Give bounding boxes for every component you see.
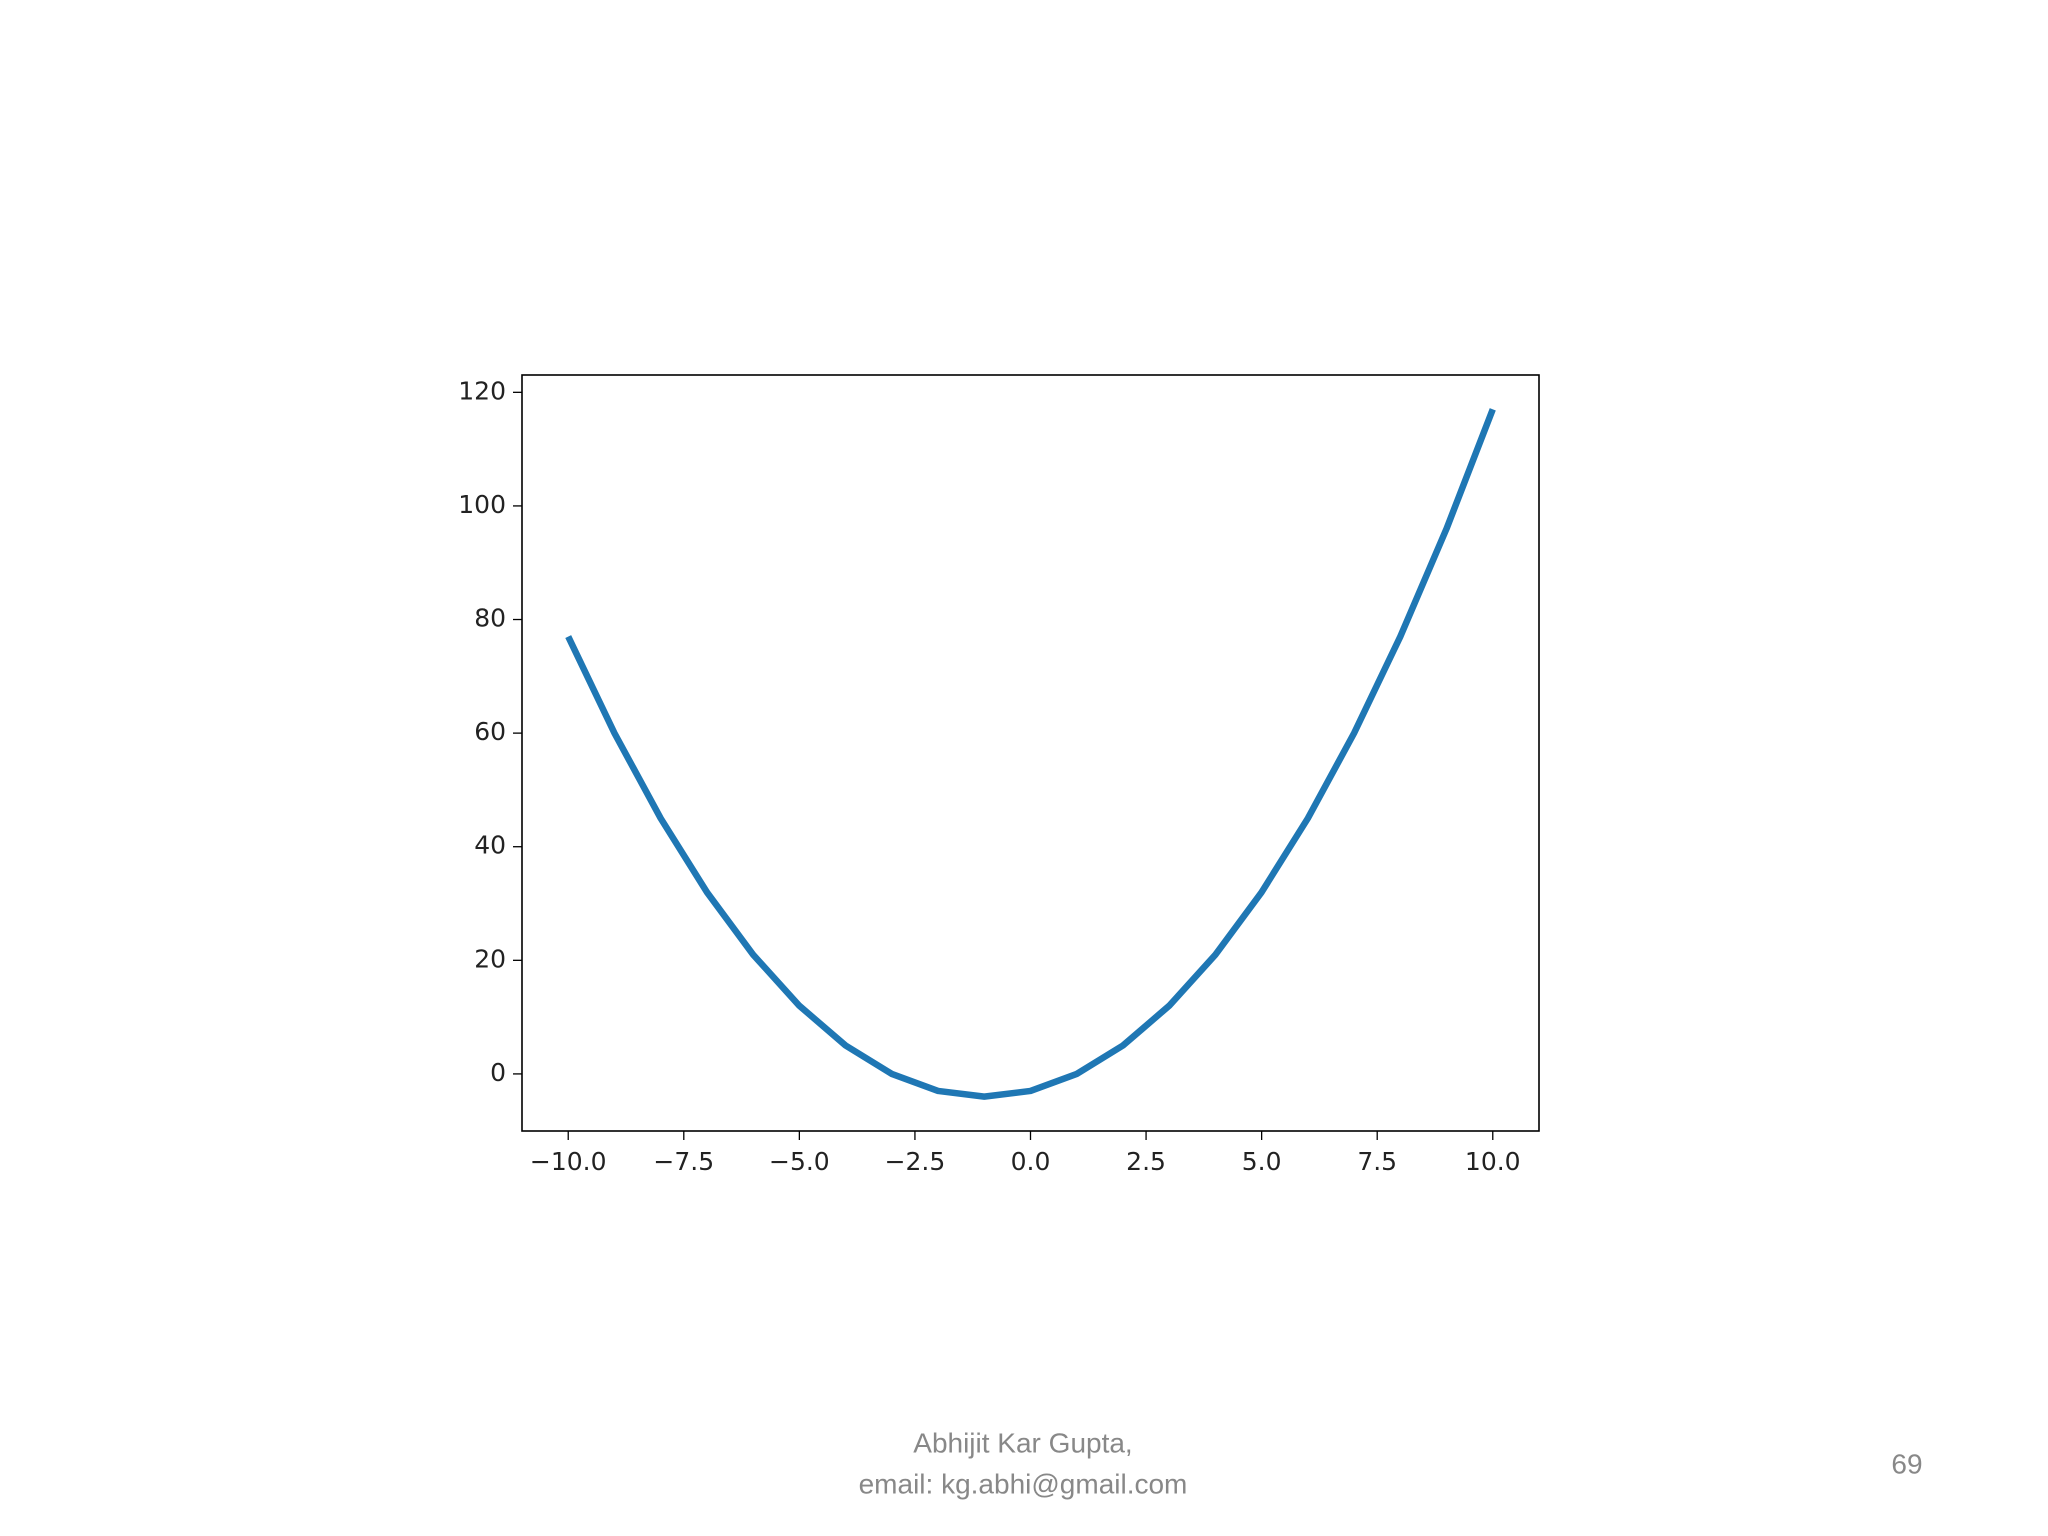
x-tick-label: 0.0 (1011, 1147, 1051, 1176)
y-tick-label: 60 (474, 717, 506, 746)
line-series (565, 408, 1496, 1100)
page-number: 69 (1891, 1448, 1922, 1479)
footer-author: Abhijit Kar Gupta, (913, 1427, 1132, 1458)
plot-frame (521, 374, 1540, 1132)
x-tick-label: −7.5 (653, 1147, 714, 1176)
x-tick-label: 7.5 (1357, 1147, 1397, 1176)
x-tick-label: −5.0 (769, 1147, 830, 1176)
x-tick-label: −10.0 (530, 1147, 607, 1176)
y-tick-label: 40 (474, 831, 506, 860)
x-tick-label: −2.5 (885, 1147, 946, 1176)
y-tick-label: 100 (458, 490, 506, 519)
x-tick-label: 5.0 (1242, 1147, 1282, 1176)
y-tick-label: 0 (490, 1058, 506, 1087)
x-tick-label: 2.5 (1126, 1147, 1166, 1176)
y-tick-label: 80 (474, 604, 506, 633)
y-tick-label: 20 (474, 944, 506, 973)
y-tick-label: 120 (458, 376, 506, 405)
footer-email: email: kg.abhi@gmail.com (859, 1468, 1188, 1499)
x-tick-label: 10.0 (1465, 1147, 1521, 1176)
